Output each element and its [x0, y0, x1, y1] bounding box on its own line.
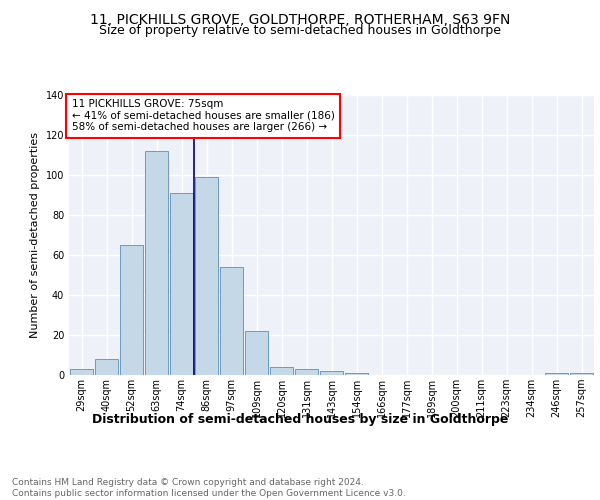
Text: Size of property relative to semi-detached houses in Goldthorpe: Size of property relative to semi-detach…: [99, 24, 501, 37]
Bar: [95, 359, 118, 375]
Bar: [170, 193, 193, 375]
Bar: [120, 245, 143, 375]
Y-axis label: Number of semi-detached properties: Number of semi-detached properties: [30, 132, 40, 338]
Text: Contains HM Land Registry data © Crown copyright and database right 2024.
Contai: Contains HM Land Registry data © Crown c…: [12, 478, 406, 498]
Bar: [345, 373, 368, 375]
Bar: [270, 367, 293, 375]
Bar: [195, 177, 218, 375]
Text: 11 PICKHILLS GROVE: 75sqm
← 41% of semi-detached houses are smaller (186)
58% of: 11 PICKHILLS GROVE: 75sqm ← 41% of semi-…: [71, 99, 335, 132]
Text: 11, PICKHILLS GROVE, GOLDTHORPE, ROTHERHAM, S63 9FN: 11, PICKHILLS GROVE, GOLDTHORPE, ROTHERH…: [90, 12, 510, 26]
Bar: [570, 373, 593, 375]
Bar: [70, 369, 93, 375]
Text: Distribution of semi-detached houses by size in Goldthorpe: Distribution of semi-detached houses by …: [92, 412, 508, 426]
Bar: [145, 151, 168, 375]
Bar: [245, 331, 268, 375]
Bar: [220, 267, 243, 375]
Bar: [320, 371, 343, 375]
Bar: [295, 369, 318, 375]
Bar: [545, 373, 568, 375]
